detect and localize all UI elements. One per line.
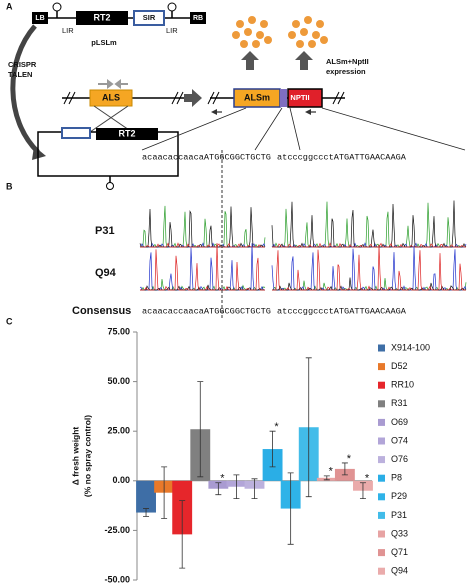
significance: *	[329, 466, 334, 478]
error-bar	[359, 482, 366, 500]
error-bar	[161, 466, 168, 519]
label: SIR	[143, 13, 156, 22]
label: ALSm+NptII	[326, 57, 369, 66]
y-tick-label: -50.00	[104, 574, 130, 584]
label: ALSm	[244, 92, 270, 102]
trace	[271, 245, 467, 291]
row-label: Consensus	[72, 305, 131, 317]
y-tick-label: 25.00	[107, 426, 130, 436]
error-bar	[179, 500, 186, 569]
significance: *	[274, 421, 279, 433]
bar	[136, 480, 156, 513]
legend-swatch	[378, 567, 385, 575]
legend-swatch	[378, 456, 385, 464]
legend-label: R31	[391, 398, 408, 408]
legend-label: P8	[391, 473, 402, 483]
label: RT2	[118, 128, 135, 138]
error-bar	[323, 475, 330, 481]
legend-label: Q71	[391, 547, 408, 557]
trace	[139, 243, 265, 291]
trace	[272, 244, 466, 291]
legend-label: P31	[391, 510, 407, 520]
error-bar	[251, 478, 258, 500]
sequence: atcccggccctATGATTGAACAAGA	[277, 152, 407, 162]
legend-label: Q94	[391, 566, 408, 576]
panel-label: B	[6, 181, 13, 191]
legend-label: Q33	[391, 528, 408, 538]
row-label: Q94	[95, 267, 117, 279]
legend-swatch	[378, 363, 385, 371]
significance: *	[220, 473, 225, 485]
legend-swatch	[378, 493, 385, 501]
trace	[272, 201, 466, 248]
arrow	[10, 24, 40, 154]
error-bar	[215, 482, 222, 496]
trace	[139, 206, 265, 248]
label: LIR	[166, 26, 178, 35]
sequence: acaacaccaacaATGGCGGCTGCTG	[142, 306, 271, 316]
label: pLSLm	[91, 38, 117, 47]
y-axis-label: (% no spray control)	[82, 415, 92, 497]
legend-swatch	[378, 530, 385, 538]
label: LIR	[62, 26, 74, 35]
legend-label: O76	[391, 454, 408, 464]
sequence: atcccggccctATGATTGAACAAGA	[277, 306, 407, 316]
proteins	[232, 16, 328, 48]
error-bar	[197, 381, 204, 478]
y-tick-label: 75.00	[107, 326, 130, 336]
legend-swatch	[378, 400, 385, 408]
significance: *	[347, 453, 352, 465]
row-label: P31	[95, 225, 115, 237]
legend-label: O69	[391, 417, 408, 427]
error-bar	[233, 474, 240, 500]
construct	[32, 2, 206, 26]
error-bar	[305, 357, 312, 498]
y-tick-label: 0.00	[112, 475, 130, 485]
error-bar	[287, 472, 294, 545]
legend-swatch	[378, 474, 385, 482]
y-tick-label: 50.00	[107, 376, 130, 386]
locus	[37, 79, 202, 190]
legend-swatch	[378, 511, 385, 519]
arrow-head	[32, 146, 46, 160]
error-bar	[143, 508, 150, 517]
label: TALEN	[8, 70, 32, 79]
label: LB	[35, 15, 44, 22]
legend-label: D52	[391, 361, 408, 371]
legend-swatch	[378, 344, 385, 352]
bar-chart: -50.00 -25.00 0.00 25.00 50.00 75.00 X914-100 D…	[104, 326, 430, 584]
y-tick-label: -25.00	[104, 525, 130, 535]
label: NPTII	[290, 93, 309, 102]
legend-swatch	[378, 437, 385, 445]
error-bar	[269, 430, 276, 468]
trace	[140, 205, 266, 248]
label: RT2	[93, 12, 110, 22]
panel-label: C	[6, 316, 13, 326]
legend-swatch	[378, 549, 385, 557]
trace	[272, 242, 466, 248]
trace	[140, 242, 265, 291]
label: RB	[193, 15, 203, 22]
error-bar	[341, 462, 348, 476]
legend-label: RR10	[391, 380, 414, 390]
label: CRISPR	[8, 60, 37, 69]
legend-swatch	[378, 381, 385, 389]
legend-swatch	[378, 418, 385, 426]
legend-label: X914-100	[391, 342, 430, 352]
legend-label: P29	[391, 491, 407, 501]
label: ALS	[102, 92, 120, 102]
y-axis-label: Δ fresh weight	[70, 427, 80, 486]
sequence: acaacaccaacaATGGCGGCTGCTG	[142, 152, 271, 162]
significance: *	[365, 473, 370, 485]
chromatograms	[139, 200, 467, 291]
panel-label: A	[6, 1, 13, 11]
modified-locus	[141, 51, 466, 151]
trace	[140, 242, 265, 248]
legend-label: O74	[391, 435, 408, 445]
label: expression	[326, 67, 366, 76]
